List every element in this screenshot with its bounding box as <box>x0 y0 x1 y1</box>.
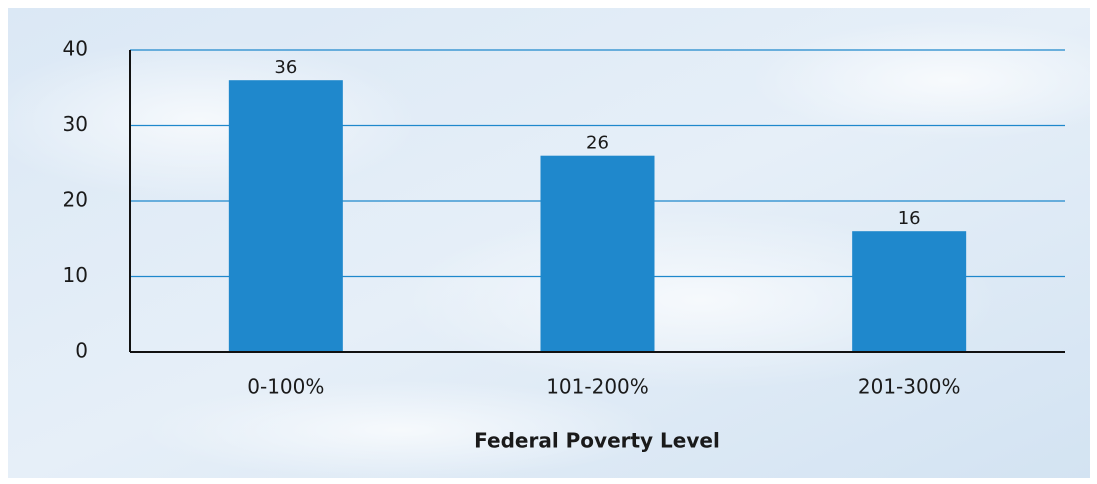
data-label: 16 <box>898 208 921 229</box>
y-tick-label: 40 <box>63 37 88 61</box>
bar <box>228 80 343 352</box>
x-tick-label: 0-100% <box>247 375 324 399</box>
y-tick-label: 20 <box>63 188 88 212</box>
x-tick-label: 101-200% <box>546 375 649 399</box>
data-label: 36 <box>274 57 297 78</box>
y-tick-label: 10 <box>63 263 88 287</box>
cloud <box>140 380 660 480</box>
data-label: 26 <box>586 133 609 154</box>
bar <box>540 155 655 352</box>
bar <box>852 231 967 352</box>
x-tick-label: 201-300% <box>858 375 961 399</box>
x-axis-title: Federal Poverty Level <box>474 429 720 453</box>
y-tick-label: 0 <box>75 339 88 363</box>
y-tick-label: 30 <box>63 112 88 136</box>
